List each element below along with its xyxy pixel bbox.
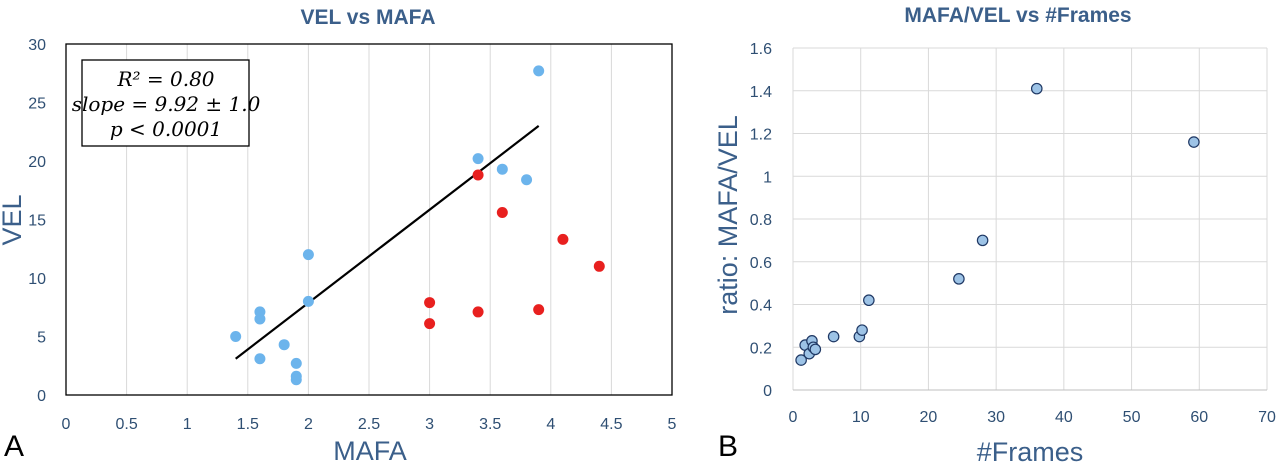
chart-a-point-red	[424, 318, 436, 330]
chart-a-x-tick-labels: 0 0.5 1 1.5 2 2.5 3 3.5 4 4.5 5	[62, 416, 677, 433]
chart-b-y-tick-label: 1.4	[750, 84, 772, 101]
chart-a-x-tick-label: 0.5	[115, 416, 137, 433]
chart-b-point	[827, 330, 840, 343]
chart-a-x-tick-label: 2.5	[358, 416, 380, 433]
chart-a-point-red	[424, 297, 436, 309]
chart-b: MAFA/VEL vs #Frames 0 10 20 30 40 50 60 70 0 0.2…	[713, 4, 1276, 466]
chart-b-x-tick-label: 10	[852, 409, 870, 426]
chart-a-y-tick-label: 15	[28, 213, 46, 230]
chart-b-title: MAFA/VEL vs #Frames	[904, 4, 1131, 27]
chart-a-y-tick-label: 20	[28, 154, 46, 171]
chart-a-y-tick-labels: 0 5 10 15 20 25 30	[28, 37, 46, 405]
chart-a-point-red	[557, 233, 569, 245]
chart-a-y-tick-label: 25	[28, 96, 46, 113]
chart-b-x-tick-label: 50	[1123, 409, 1141, 426]
chart-a-x-tick-label: 1	[183, 416, 192, 433]
chart-b-y-tick-label: 1.2	[750, 127, 772, 144]
chart-a-point-red	[496, 206, 508, 218]
chart-b-y-tick-label: 0	[763, 383, 772, 400]
chart-b-x-tick-label: 40	[1055, 409, 1073, 426]
chart-a-point-blue	[533, 65, 545, 77]
chart-b-x-tick-label: 20	[920, 409, 938, 426]
panel-label-a: A	[4, 430, 24, 463]
chart-b-x-tick-label: 0	[789, 409, 798, 426]
chart-a-x-tick-label: 5	[668, 416, 677, 433]
chart-a-x-tick-label: 3	[425, 416, 434, 433]
chart-a-stats-box	[81, 59, 250, 147]
chart-b-y-tick-label: 0.8	[750, 212, 772, 229]
chart-a-point-blue	[496, 163, 508, 175]
chart-b-point	[809, 343, 822, 356]
chart-b-point	[953, 273, 965, 285]
chart-a-stat-slope: slope = 9.92 ± 1.0	[72, 92, 261, 116]
chart-a-x-tick-label: 2	[304, 416, 313, 433]
chart-a-y-axis-title: VEL	[0, 194, 27, 245]
chart-a-point-blue	[302, 295, 314, 307]
chart-a-point-blue	[278, 339, 290, 351]
chart-a-point-blue	[230, 331, 242, 342]
chart-a-point-blue	[302, 249, 314, 261]
panel-label-b: B	[718, 430, 738, 463]
chart-a-fit-line	[235, 125, 540, 360]
chart-b-x-axis-title: #Frames	[977, 437, 1084, 466]
chart-b-x-tick-label: 60	[1190, 409, 1208, 426]
chart-a-x-tick-label: 0	[62, 416, 71, 433]
chart-b-point	[1030, 82, 1043, 95]
chart-a-point-blue	[290, 357, 302, 369]
chart-b-x-tick-labels: 0 10 20 30 40 50 60 70	[789, 409, 1276, 426]
chart-b-y-tick-label: 0.2	[750, 340, 772, 357]
chart-a-y-tick-label: 30	[28, 37, 46, 54]
chart-b-points	[795, 82, 1200, 366]
chart-a-stat-r2: R² = 0.80	[116, 67, 214, 91]
chart-b-y-tick-label: 1	[763, 169, 772, 186]
chart-b-point	[976, 234, 989, 247]
chart-a-point-blue	[472, 153, 484, 165]
chart-a-x-tick-label: 4.5	[600, 416, 622, 433]
chart-b-point	[1188, 136, 1200, 148]
chart-a-point-red	[472, 169, 484, 181]
chart-a-points	[230, 65, 605, 386]
chart-b-x-tick-label: 30	[987, 409, 1005, 426]
chart-b-y-axis-title: ratio: MAFA/VEL	[713, 115, 743, 315]
chart-a-y-tick-label: 0	[37, 388, 46, 405]
chart-a-x-tick-label: 4	[546, 416, 555, 433]
chart-a-title: VEL vs MAFA	[301, 6, 436, 29]
chart-a-point-red	[593, 260, 605, 272]
chart-b-x-tick-label: 70	[1258, 409, 1276, 426]
chart-a-x-tick-label: 1.5	[237, 416, 259, 433]
chart-a-point-blue	[290, 374, 302, 386]
chart-b-point	[795, 354, 807, 366]
chart-a-point-blue	[254, 313, 266, 325]
chart-a-point-red	[533, 304, 545, 316]
chart-a-point-red	[472, 306, 484, 318]
chart-b-point	[856, 324, 868, 336]
chart-a-y-tick-label: 10	[28, 271, 46, 288]
chart-a-y-tick-label: 5	[37, 330, 46, 347]
chart-a-point-blue	[254, 353, 266, 365]
chart-a-plot-frame	[65, 43, 673, 396]
chart-a-point-blue	[521, 174, 533, 186]
chart-a-x-tick-label: 3.5	[479, 416, 501, 433]
chart-b-y-tick-labels: 0 0.2 0.4 0.6 0.8 1 1.2 1.4 1.6	[750, 41, 772, 400]
chart-a-x-axis-title: MAFA	[333, 436, 407, 466]
chart-b-y-tick-label: 1.6	[750, 41, 772, 58]
chart-a: VEL vs MAFA 0 0.5 1 1.5 2 2.5 3 3.5 4 4.5 5 0 5 10 15…	[0, 6, 677, 466]
chart-a-stat-p: p < 0.0001	[110, 117, 222, 141]
chart-b-y-tick-label: 0.4	[750, 298, 772, 315]
chart-b-y-tick-label: 0.6	[750, 255, 772, 272]
chart-b-point	[863, 294, 875, 307]
